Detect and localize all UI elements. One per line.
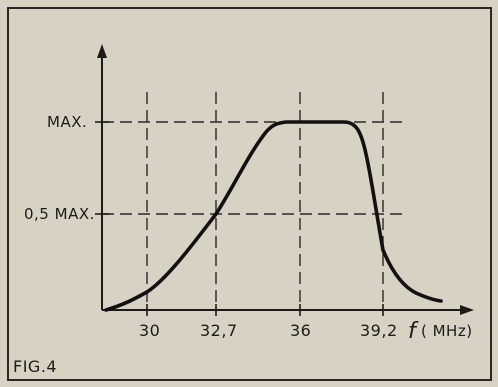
y-label-half-max: 0,5 MAX. <box>24 205 95 223</box>
figure-border <box>7 7 492 381</box>
x-label-39-2: 39,2 <box>360 321 398 340</box>
x-label-36: 36 <box>290 321 311 340</box>
figure-caption: FIG.4 <box>13 357 57 376</box>
x-axis-symbol: f <box>408 319 419 344</box>
x-label-32-7: 32,7 <box>200 321 238 340</box>
x-axis-arrow-icon <box>460 305 474 315</box>
response-curve <box>104 120 443 312</box>
y-label-max: MAX. <box>47 113 87 131</box>
x-label-30: 30 <box>139 321 160 340</box>
x-axis-unit: ( MHz) <box>421 322 473 340</box>
y-axis-arrow-icon <box>97 44 107 58</box>
